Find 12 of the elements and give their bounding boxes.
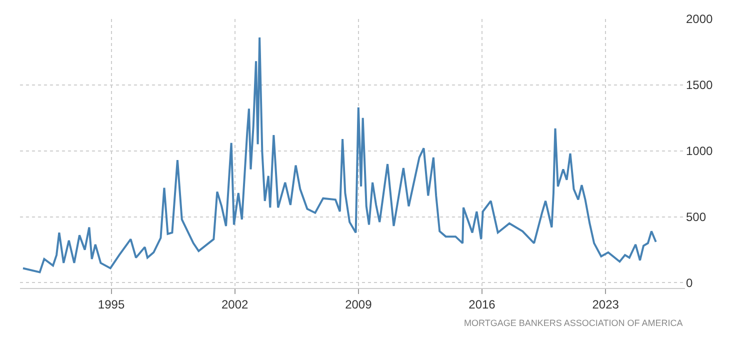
y-tick-label: 1000 xyxy=(686,144,714,158)
text: MORTGAGE BANKERS ASSOCIATION OF AMERICA xyxy=(464,318,683,328)
y-tick-label: 0 xyxy=(686,276,693,290)
x-tick-label: 1995 xyxy=(98,297,125,312)
line-series xyxy=(22,36,657,274)
y-tick-label: 500 xyxy=(686,210,706,224)
x-tick-label: 2009 xyxy=(345,297,372,312)
x-tick-label: 2016 xyxy=(468,297,496,312)
x-tick-label: 2002 xyxy=(221,297,249,312)
x-tick-label: 2023 xyxy=(592,297,620,312)
y-tick-label: 2000 xyxy=(686,12,714,26)
y-tick-label: 1500 xyxy=(686,78,714,92)
